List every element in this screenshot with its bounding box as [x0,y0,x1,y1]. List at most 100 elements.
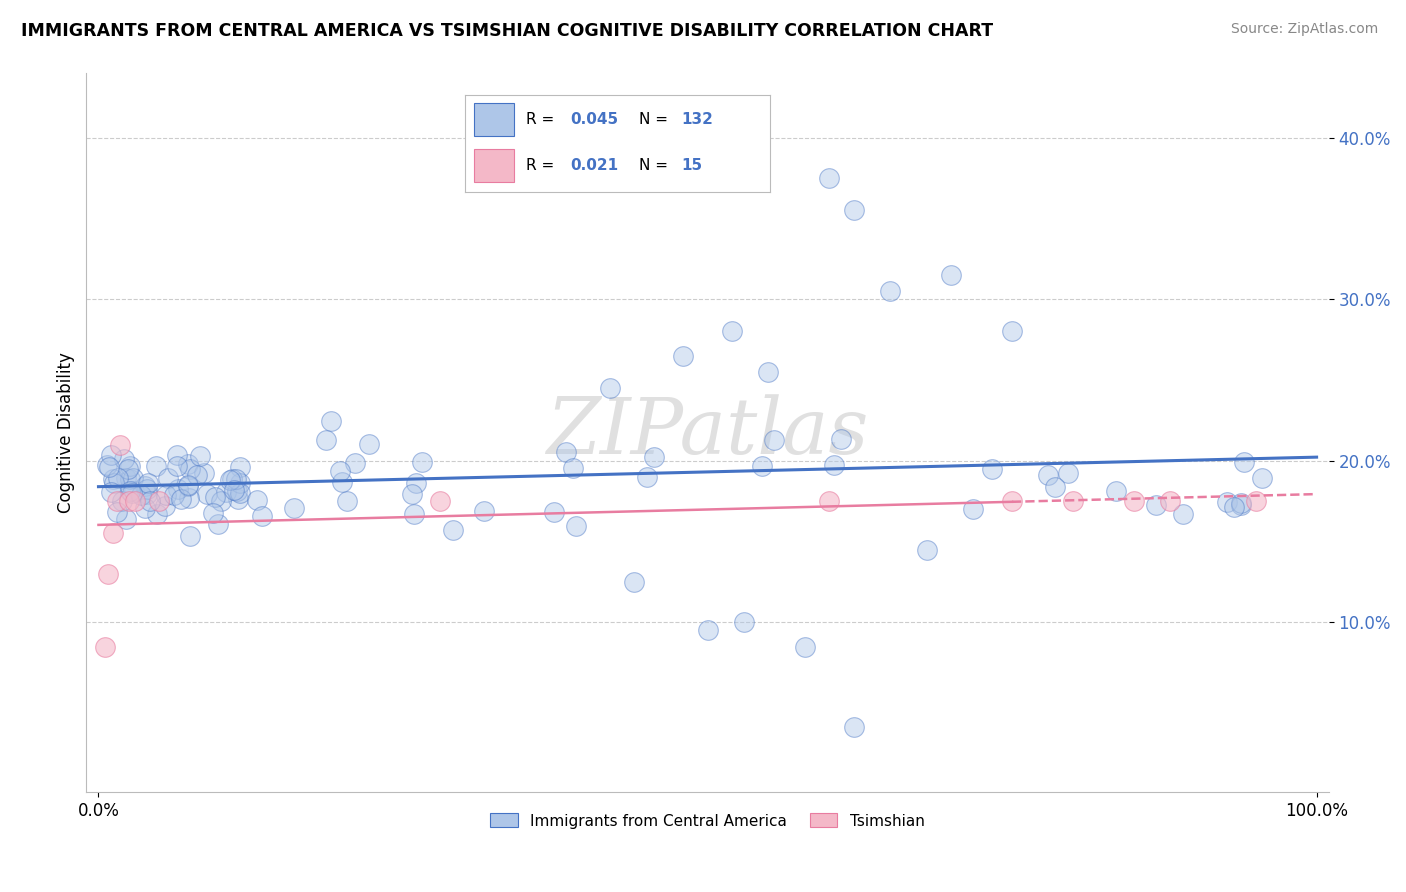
Point [555,444,578,458]
Point [763,433,786,447]
Point [112,451,135,466]
Point [100,484,122,499]
Point [404,507,426,521]
Point [672,349,695,363]
Point [124,494,146,508]
Point [696,624,718,638]
Point [139,493,162,508]
Point [1062,494,1084,508]
Point [1043,480,1066,494]
Point [170,491,193,506]
Point [623,574,645,589]
Point [229,485,252,500]
Point [134,479,156,493]
Point [283,500,305,515]
Point [193,466,215,480]
Point [246,492,269,507]
Point [1230,496,1253,510]
Point [1216,495,1239,509]
Point [221,472,243,486]
Point [134,501,156,516]
Point [115,512,138,526]
Point [101,472,124,486]
Point [120,484,142,499]
Point [1001,494,1024,508]
Point [179,462,201,476]
Text: Source: ZipAtlas.com: Source: ZipAtlas.com [1230,22,1378,37]
Point [226,483,249,498]
Point [319,414,342,428]
Point [941,268,963,282]
Y-axis label: Cognitive Disability: Cognitive Disability [58,352,75,513]
Point [565,518,588,533]
Point [129,488,152,502]
Point [190,450,212,464]
Point [177,478,200,492]
Point [157,471,180,485]
Point [411,455,433,469]
Point [1230,498,1253,512]
Point [1001,325,1024,339]
Point [830,432,852,446]
Point [1223,500,1246,514]
Point [643,450,665,464]
Point [225,472,247,486]
Point [733,615,755,630]
Point [177,458,200,472]
Point [209,494,232,508]
Point [1105,483,1128,498]
Point [98,460,121,475]
Point [599,381,621,395]
Point [357,437,380,451]
Point [474,504,496,518]
Point [751,458,773,473]
Point [1159,494,1181,508]
Point [758,365,780,379]
Point [429,494,451,508]
Point [124,483,146,498]
Point [136,482,159,496]
Point [105,494,128,508]
Point [1244,494,1267,508]
Point [166,459,188,474]
Point [215,485,238,500]
Point [118,471,141,485]
Point [561,461,583,475]
Point [111,493,134,508]
Point [1057,467,1080,481]
Point [186,468,208,483]
Point [120,458,142,473]
Point [962,501,984,516]
Point [405,475,427,490]
Point [177,491,200,505]
Point [136,487,159,501]
Point [226,491,249,506]
Point [219,473,242,487]
Point [176,478,198,492]
Point [1171,507,1194,521]
Point [166,448,188,462]
Point [146,507,169,521]
Point [1144,498,1167,512]
Point [100,448,122,462]
Point [202,507,225,521]
Point [441,523,464,537]
Text: ZIPatlas: ZIPatlas [547,394,869,471]
Point [167,482,190,496]
Point [1233,455,1256,469]
Point [330,475,353,489]
Point [250,508,273,523]
Point [103,476,125,491]
Point [343,456,366,470]
Point [336,494,359,508]
Point [117,462,139,476]
Point [818,171,841,186]
Point [1122,494,1144,508]
Point [136,476,159,491]
Point [879,284,901,298]
Point [101,526,124,541]
Point [110,437,132,451]
Point [121,486,143,500]
Point [222,483,245,497]
Point [980,462,1002,476]
